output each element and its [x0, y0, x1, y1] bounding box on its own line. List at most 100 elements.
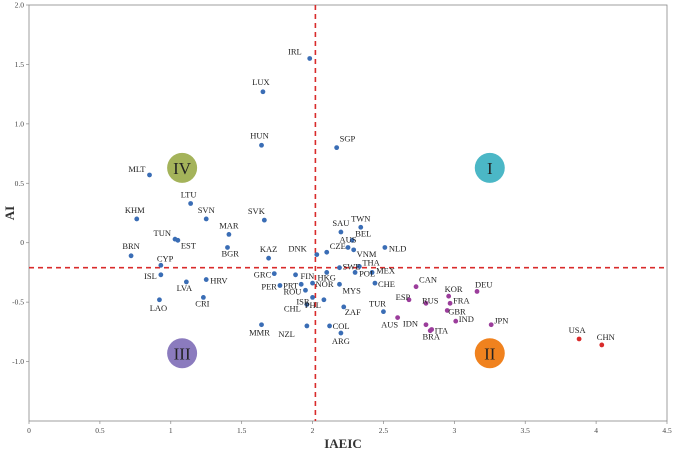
data-point-hrv [203, 277, 209, 282]
data-points [128, 56, 605, 348]
point-label-sgp: SGP [340, 134, 356, 144]
data-point-mmr [259, 322, 264, 328]
point-label-col: COL [333, 321, 350, 331]
data-point-kaz [266, 255, 272, 261]
point-label-mmr: MMR [249, 328, 270, 338]
point-label-deu: DEU [475, 279, 492, 289]
point-label-ltu: LTU [181, 189, 197, 199]
point-label-arg: ARG [332, 336, 350, 346]
point-label-cri: CRI [195, 298, 209, 308]
point-label-brn: BRN [122, 241, 139, 251]
point-label-kor: KOR [445, 284, 463, 294]
point-label-svk: SVK [248, 206, 266, 216]
point-label-nzl: NZL [278, 329, 295, 339]
point-label-mys: MYS [342, 285, 361, 295]
data-point-lux [260, 89, 266, 95]
y-tick-label: -1.0 [12, 357, 24, 366]
data-point-hkg [324, 270, 330, 275]
y-tick-label: -0.5 [12, 298, 24, 307]
y-tick-label: 2.0 [15, 1, 25, 10]
data-point-ind [453, 318, 459, 324]
data-point-grc [271, 271, 277, 277]
point-label-tur: TUR [369, 299, 386, 309]
x-axis-title: IAEIC [324, 436, 362, 451]
point-labels: IRL LUX HUN SGP MLT LTU KHM SVN SVK MAR TUN EST BGR B… [122, 46, 614, 346]
point-label-lao: LAO [150, 303, 167, 313]
quadrant-circle [474, 152, 505, 183]
data-point-isl [158, 272, 164, 278]
reference-lines [29, 5, 667, 421]
data-point-bra [427, 328, 433, 334]
data-point-che [372, 280, 378, 286]
data-point-svk [261, 217, 267, 223]
data-point-nzl [304, 323, 310, 329]
data-point-usa [576, 336, 582, 342]
quadrant-label: IV [173, 159, 192, 178]
data-point-swe [337, 265, 342, 271]
point-label-bel: BEL [355, 228, 371, 238]
data-point-isr [310, 294, 315, 300]
quadrant-circle [167, 152, 198, 183]
data-point-bel [349, 237, 355, 243]
point-label-cze: CZE [330, 241, 346, 251]
quadrant-circle [167, 338, 198, 369]
data-point-esp [406, 297, 412, 303]
point-label-aus: AUS [381, 320, 398, 330]
y-tick-label: 1.0 [15, 119, 25, 128]
point-label-hun: HUN [250, 130, 268, 140]
data-point-prt [298, 281, 304, 287]
point-label-chn: CHN [597, 332, 615, 342]
point-label-est: EST [181, 240, 197, 250]
point-label-esp: ESP [396, 292, 411, 302]
data-point-cze [324, 249, 330, 255]
data-point-rou [303, 287, 308, 293]
y-tick-label: 1.5 [15, 60, 25, 69]
point-label-nld: NLD [389, 243, 406, 253]
axis-ticks: 0 0.5 1 1.5 2 2.5 3 3.5 4 4.5 -1.0 -0.5 0 0.5 1.0 1.5 2.… [12, 1, 672, 436]
data-point-bgr [225, 245, 230, 250]
data-point-zaf [341, 304, 347, 310]
data-point-lva [183, 279, 189, 285]
point-label-usa: USA [569, 325, 587, 335]
data-point-dnk [314, 252, 320, 257]
y-tick-label: 0 [20, 238, 24, 247]
point-label-swe: SWE [342, 262, 360, 272]
point-label-prt: PRT [283, 280, 299, 290]
point-label-vnm: VNM [357, 249, 377, 259]
data-point-lao [157, 297, 162, 303]
data-point-vnm [351, 247, 357, 253]
data-point-sau [338, 229, 344, 235]
point-label-can: CAN [419, 275, 437, 285]
point-label-sau: SAU [332, 218, 349, 228]
point-label-lva: LVA [177, 283, 193, 293]
point-label-ind: IND [459, 314, 474, 324]
point-label-zaf: ZAF [345, 307, 361, 317]
x-tick-label: 1.5 [237, 426, 247, 435]
y-axis-title: AI [2, 206, 17, 220]
point-label-grc: GRC [254, 270, 272, 280]
point-label-kaz: KAZ [260, 244, 277, 254]
data-point-ltu [188, 201, 194, 206]
point-label-khm: KHM [125, 205, 145, 215]
quadrant-label: III [174, 344, 191, 363]
data-point-brn [128, 253, 134, 259]
data-point-rus [423, 300, 429, 306]
data-point-cyp [158, 262, 164, 268]
quadrant-label: II [484, 344, 496, 363]
point-label-aus: AUS [339, 234, 356, 244]
data-point-tur [381, 309, 386, 315]
data-point-est [175, 237, 181, 243]
quadrant-label: I [487, 159, 493, 178]
data-point-fin [293, 272, 298, 278]
data-point-nld [382, 245, 388, 250]
point-label-hkg: HKG [318, 272, 336, 282]
point-label-isr: ISR [296, 296, 310, 306]
point-label-che: CHE [378, 279, 395, 289]
x-tick-label: 0.5 [95, 426, 105, 435]
x-tick-label: 2.5 [379, 426, 389, 435]
point-label-gbr: GBR [448, 306, 466, 316]
point-label-svn: SVN [198, 205, 215, 215]
data-point-col [327, 323, 332, 329]
